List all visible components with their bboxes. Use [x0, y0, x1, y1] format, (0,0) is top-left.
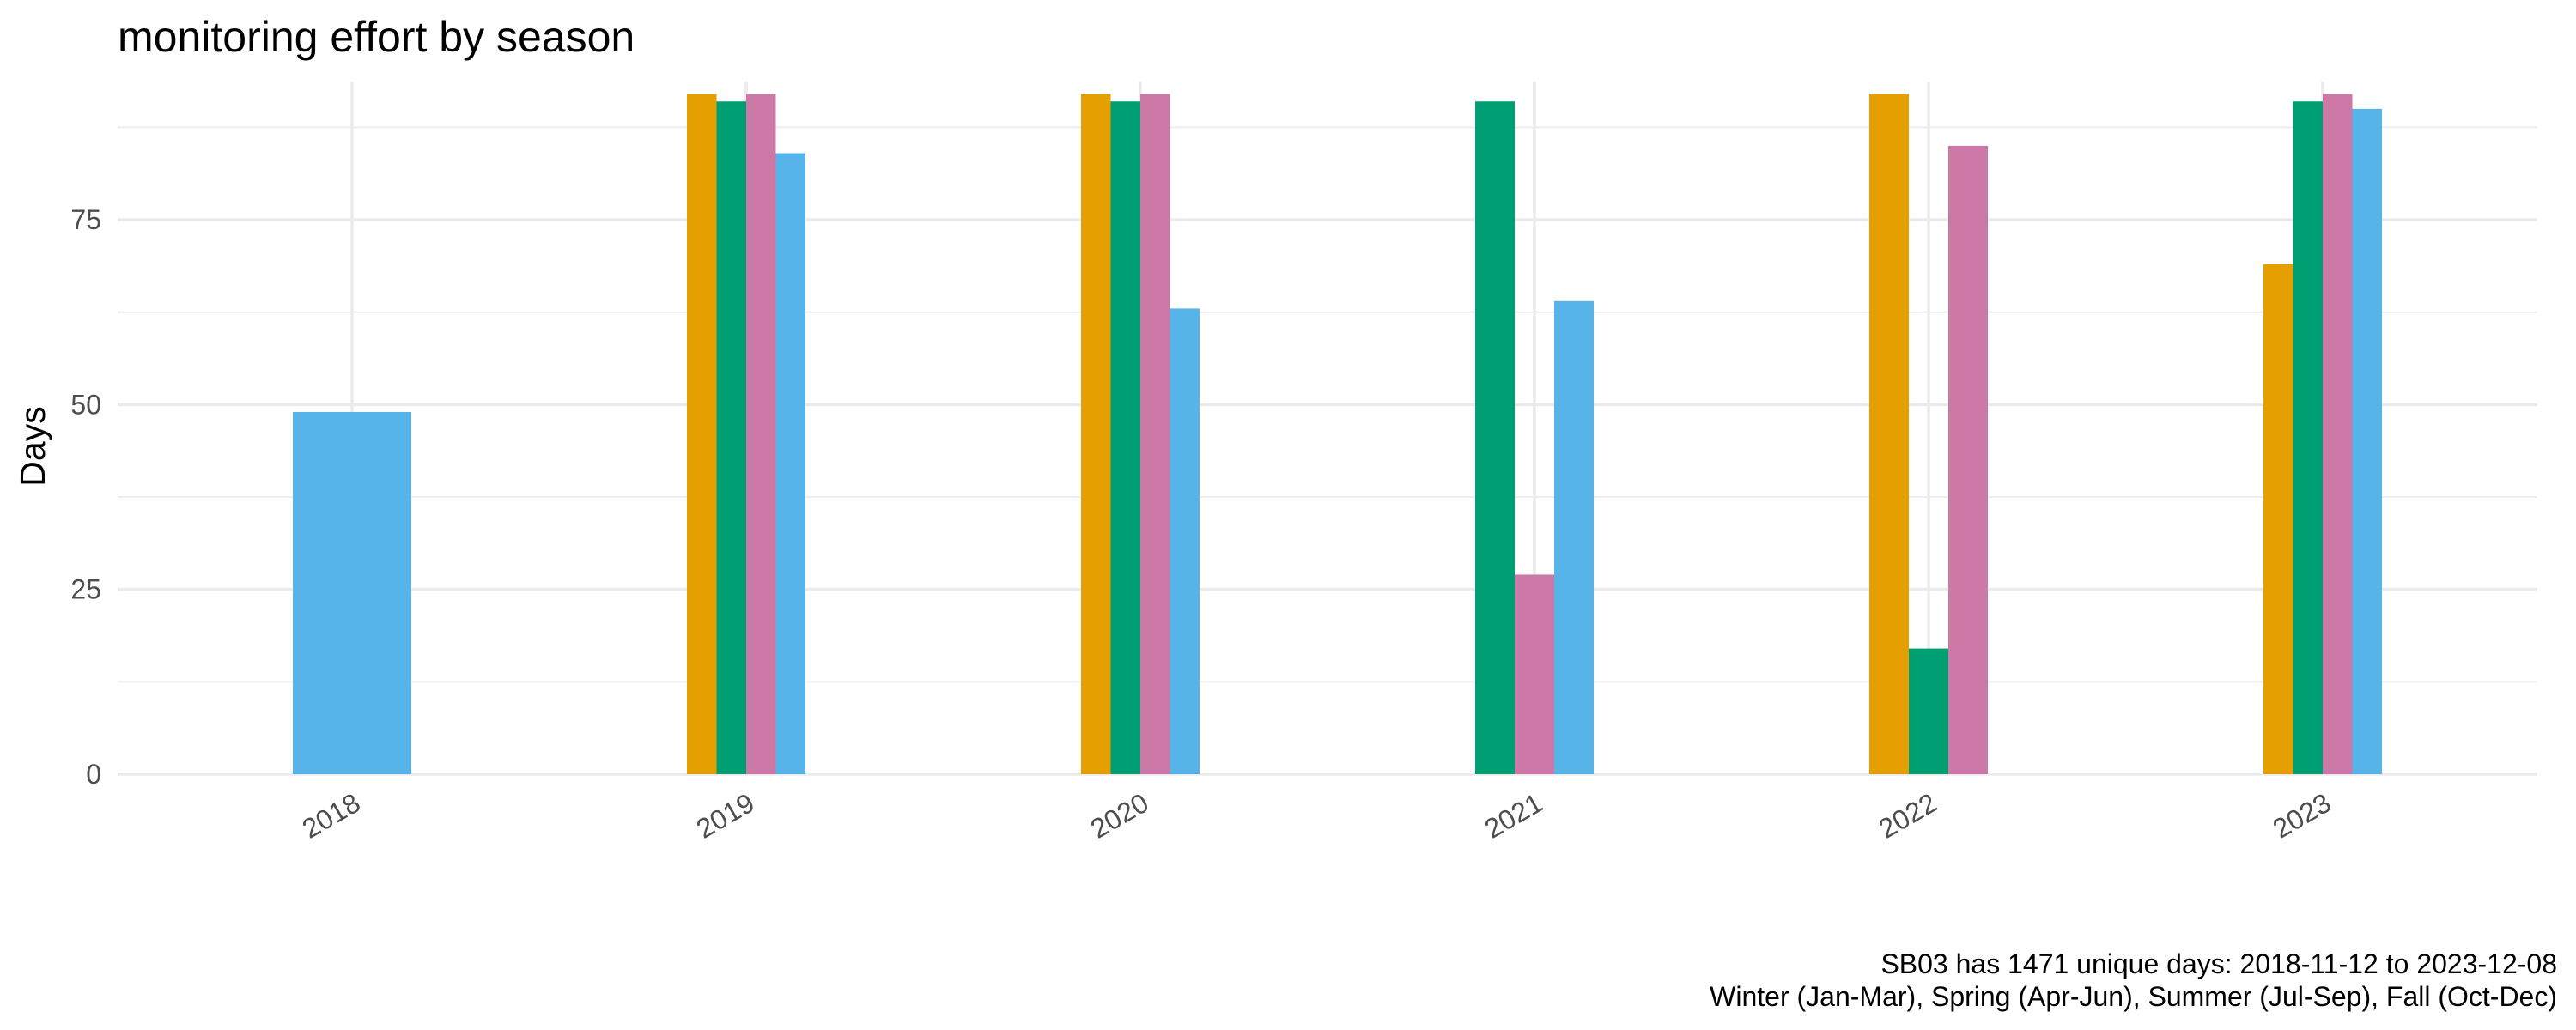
- bar-fall-2021: [1554, 300, 1594, 775]
- bar-summer-2020: [1140, 94, 1170, 775]
- bar-fall-2019: [775, 153, 805, 775]
- y-tick-label: 25: [70, 574, 101, 605]
- bar-spring-2019: [716, 101, 746, 775]
- y-tick-label: 75: [70, 204, 101, 235]
- bar-summer-2022: [1948, 145, 1988, 774]
- bar-fall-2020: [1170, 308, 1200, 774]
- bar-summer-2023: [2323, 94, 2353, 775]
- bar-winter-2023: [2263, 264, 2293, 774]
- caption-line-1: SB03 has 1471 unique days: 2018-11-12 to…: [1880, 948, 2557, 979]
- y-tick-label: 50: [70, 389, 101, 420]
- bar-fall-2023: [2352, 108, 2382, 774]
- x-tick-label: 2022: [1874, 787, 1942, 845]
- x-tick-label: 2019: [691, 787, 760, 845]
- grid: [118, 82, 2537, 776]
- x-tick-label: 2020: [1085, 787, 1154, 845]
- bar-summer-2019: [746, 94, 776, 775]
- bar-spring-2021: [1475, 101, 1515, 775]
- x-tick-label: 2023: [2268, 787, 2336, 845]
- bar-fall-2018: [293, 411, 411, 774]
- bar-winter-2019: [687, 94, 717, 775]
- bar-summer-2021: [1515, 574, 1554, 774]
- y-tick-label: 0: [86, 759, 101, 790]
- y-axis-label: Days: [13, 406, 52, 486]
- bar-spring-2020: [1110, 101, 1140, 775]
- chart-title: monitoring effort by season: [118, 13, 635, 61]
- bar-spring-2022: [1909, 648, 1948, 774]
- bar-spring-2023: [2293, 101, 2323, 775]
- caption-line-2: Winter (Jan-Mar), Spring (Apr-Jun), Summ…: [1710, 981, 2557, 1012]
- x-tick-label: 2018: [297, 787, 366, 845]
- x-tick-label: 2021: [1479, 787, 1548, 845]
- bar-winter-2022: [1869, 94, 1909, 775]
- bars: [293, 94, 2382, 775]
- x-axis-ticks: 2018 2019 2020 2021 2022 2023: [297, 787, 2336, 845]
- y-axis-ticks: 0 25 50 75: [70, 204, 101, 790]
- bar-winter-2020: [1081, 94, 1111, 775]
